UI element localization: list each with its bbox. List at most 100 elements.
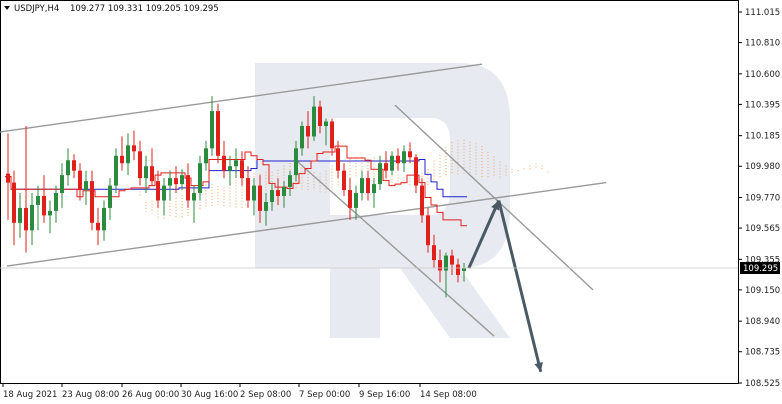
x-tick-label: 18 Aug 2021	[3, 390, 57, 400]
candle-body	[408, 151, 412, 158]
candle-body	[414, 157, 418, 186]
y-tick-label: 110.395	[745, 100, 780, 110]
candle-body	[12, 182, 16, 223]
x-tick-label: 2 Sep 08:00	[240, 390, 291, 400]
candle-body	[264, 201, 268, 211]
candle-body	[162, 185, 166, 201]
candle-body	[282, 187, 286, 197]
forecast-arrow-up-shaft	[467, 199, 501, 269]
candle-body	[150, 166, 154, 182]
candle-body	[180, 175, 184, 185]
forecast-arrow-down-head-icon	[534, 362, 543, 372]
time-axis[interactable]: 18 Aug 2021 23 Aug 08:00 26 Aug 00:00 30 Au…	[2, 383, 477, 400]
candle-body	[240, 160, 244, 179]
candle-body	[126, 145, 130, 164]
y-tick-label: 108.735	[745, 348, 780, 358]
tenkan-line	[5, 145, 467, 227]
descending-channel-lower	[295, 159, 495, 337]
candle-body	[210, 111, 214, 149]
y-tick-label: 109.150	[745, 286, 780, 296]
trend-lines	[0, 63, 607, 337]
candle-body	[120, 155, 124, 164]
candle-body	[324, 121, 328, 126]
ohlc-readout: 109.277 109.331 109.205 109.295	[70, 4, 219, 14]
candle-body	[342, 170, 346, 191]
watermark-logo-icon	[255, 63, 510, 338]
forecast-arrow-up-head-icon	[491, 200, 500, 211]
candle-body	[384, 163, 388, 171]
forecast-arrow-down-shaft	[497, 200, 543, 373]
y-tick-label: 108.940	[745, 317, 780, 327]
candle-body	[276, 190, 280, 197]
candle-body	[420, 185, 424, 216]
candle-body	[234, 160, 238, 167]
candle-body	[114, 155, 118, 186]
y-tick-label: 109.355	[745, 255, 780, 265]
candle-body	[78, 170, 82, 191]
y-tick-label: 110.810	[745, 39, 780, 49]
candle-body	[360, 178, 364, 194]
y-tick-label: 109.770	[745, 194, 780, 204]
x-tick-label: 26 Aug 00:00	[122, 390, 179, 400]
candle-body	[30, 204, 34, 231]
candle-body	[318, 106, 322, 126]
candle-body	[372, 184, 376, 194]
candle-body	[348, 190, 352, 208]
y-tick-label: 111.015	[745, 8, 780, 18]
candle-body	[354, 193, 358, 208]
candle-body	[294, 148, 298, 176]
candle-body	[462, 268, 466, 271]
y-tick-label: 110.185	[745, 132, 780, 142]
y-tick-label: 110.600	[745, 70, 780, 80]
candle-body	[396, 155, 400, 164]
candle-body	[258, 185, 262, 211]
candle-body	[48, 210, 52, 216]
candle-body	[456, 264, 460, 275]
candle-body	[6, 173, 10, 183]
x-tick-label: 9 Sep 16:00	[359, 390, 410, 400]
candle-body	[426, 215, 430, 246]
ascending-channel-upper	[0, 63, 483, 133]
candle-body	[144, 166, 148, 179]
x-tick-label: 23 Aug 08:00	[62, 390, 119, 400]
candle-body	[72, 160, 76, 171]
y-tick-label: 109.565	[745, 224, 780, 234]
current-price-tag: 109.295	[740, 262, 780, 274]
candle-body	[108, 185, 112, 208]
price-axis[interactable]: 111.015 110.810 110.600 110.395 110.185 109.9…	[738, 8, 780, 389]
svg-text:109.295: 109.295	[743, 264, 778, 274]
candle-body	[288, 175, 292, 188]
y-tick-label: 109.980	[745, 162, 780, 172]
candle-body	[36, 196, 40, 205]
forecast-arrows	[467, 199, 543, 373]
candle-body	[24, 207, 28, 231]
candle-body	[252, 185, 256, 201]
dropdown-triangle-icon[interactable]	[4, 6, 10, 10]
descending-channel-upper	[394, 104, 594, 291]
candle-body	[246, 178, 250, 201]
chart-header: USDJPY,H4 109.277 109.331 109.205 109.29…	[4, 4, 219, 14]
candle-body	[228, 166, 232, 171]
candle-body	[102, 207, 106, 231]
candle-body	[300, 125, 304, 149]
candle-body	[168, 178, 172, 186]
candle-body	[198, 163, 202, 194]
candle-body	[312, 106, 316, 137]
candle-body	[438, 260, 442, 271]
candle-body	[84, 181, 88, 191]
candle-body	[18, 207, 22, 223]
candle-body	[330, 121, 334, 149]
candle-body	[186, 175, 190, 201]
x-tick-label: 7 Sep 00:00	[299, 390, 350, 400]
candle-body	[432, 245, 436, 261]
candle-body	[42, 196, 46, 216]
candle-body	[366, 178, 370, 194]
candle-body	[378, 163, 382, 185]
candle-body	[90, 181, 94, 223]
candle-body	[450, 255, 454, 265]
x-tick-label: 30 Aug 16:00	[181, 390, 238, 400]
candlesticks	[6, 96, 466, 298]
candle-body	[270, 190, 274, 202]
candle-body	[402, 151, 406, 164]
